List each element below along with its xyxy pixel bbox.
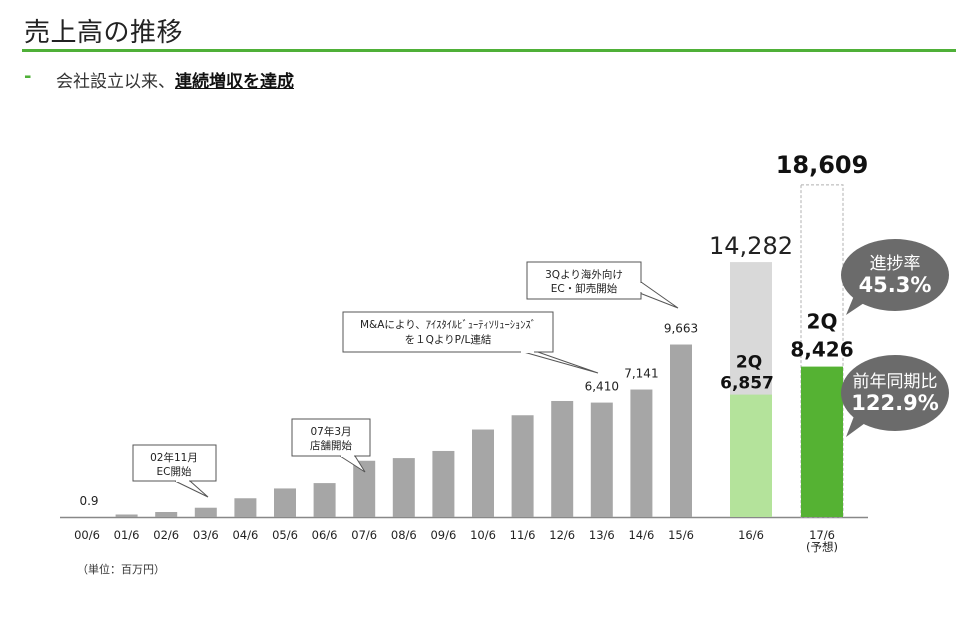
callout-ma-pointer — [519, 350, 599, 374]
callout-ma-seam — [521, 350, 534, 353]
subtitle: 会社設立以来、連続増収を達成 — [56, 67, 294, 92]
tick-label-06-6: 06/6 — [312, 528, 338, 542]
data-label-16-6: 14,282 — [709, 232, 793, 260]
tick-label-16-6: 16/6 — [738, 528, 764, 542]
bar-10-6 — [472, 429, 494, 517]
tick-label-15-6: 15/6 — [668, 528, 694, 542]
bar-15-6 — [670, 344, 692, 517]
callout-overseas-seam — [639, 283, 642, 292]
tick-label-12-6: 12/6 — [549, 528, 575, 542]
subtitle-prefix: 会社設立以来、 — [56, 72, 175, 92]
tick-label-03-6: 03/6 — [193, 528, 219, 542]
bubble-progress-shape — [841, 239, 949, 311]
callout-ec-start-line-1: 02年11月 — [150, 451, 198, 464]
bar-02-6 — [155, 512, 178, 517]
callout-ec-start-line-2: EC開始 — [157, 465, 192, 478]
callout-overseas-box — [526, 261, 642, 300]
tick-label-08-6: 08/6 — [391, 528, 417, 542]
segment-label-16-6: 2Q — [736, 353, 762, 373]
bar-01-6 — [115, 514, 138, 517]
tick-label-17-6: 17/6 — [809, 528, 835, 542]
tick-label-10-6: 10/6 — [470, 528, 496, 542]
segment-label-17-6: 2Q — [807, 310, 838, 334]
data-label-13-6: 6,410 — [585, 380, 619, 394]
callout-overseas-line-2: EC・卸売開始 — [551, 282, 618, 295]
unit-note: （単位：百万円） — [77, 563, 165, 576]
callout-store-start-line-2: 店舗開始 — [310, 439, 352, 452]
tick-label-00-6: 00/6 — [74, 528, 100, 542]
callout-store-start-seam — [341, 454, 354, 457]
tick-label-11-6: 11/6 — [510, 528, 536, 542]
callout-ec-start-pointer — [174, 480, 209, 498]
subtitle-bullet-dash: - — [24, 66, 32, 87]
bar-03-6 — [194, 507, 217, 517]
bubble-yoy-shape — [841, 355, 949, 431]
data-label-14-6: 7,141 — [624, 367, 658, 381]
segment-value-17-6: 8,426 — [790, 338, 853, 362]
bubble-progress-label: 進捗率 — [870, 254, 921, 274]
bar-13-6 — [590, 402, 613, 517]
bar-16-6-2q — [730, 394, 772, 517]
tick-label-05-6: 05/6 — [272, 528, 298, 542]
bubble-progress-value: 45.3% — [859, 273, 932, 297]
bar-04-6 — [234, 498, 257, 517]
data-label-00-6: 0.9 — [79, 494, 98, 508]
callout-ec-start-seam — [176, 479, 189, 482]
tick-label-09-6: 09/6 — [430, 528, 456, 542]
bubble-yoy-label: 前年同期比 — [853, 372, 938, 392]
bar-14-6 — [630, 389, 653, 517]
bar-05-6 — [274, 488, 296, 517]
tick-label-04-6: 04/6 — [232, 528, 258, 542]
data-label-17-6: 18,609 — [776, 151, 869, 179]
callout-store-start-line-1: 07年3月 — [310, 425, 351, 438]
bar-06-6 — [313, 483, 336, 517]
callout-ma-line-2: を１QよりP/L連結 — [405, 333, 492, 346]
callout-ma-box — [342, 311, 554, 353]
bar-11-6 — [511, 415, 534, 517]
tick-note-17-6: (予想) — [806, 540, 838, 554]
bar-17-6-2q — [801, 366, 843, 517]
callout-overseas-line-1: 3Qより海外向け — [545, 268, 623, 281]
callout-store-start-box — [291, 418, 371, 457]
bubble-yoy-value: 122.9% — [851, 391, 938, 415]
bar-08-6 — [392, 458, 415, 517]
callout-ec-start-box — [132, 444, 217, 482]
segment-value-16-6: 6,857 — [720, 374, 774, 394]
tick-label-14-6: 14/6 — [628, 528, 654, 542]
bar-07-6 — [353, 460, 376, 517]
callout-ma-line-1: M&Aにより、ｱｲｽﾀｲﾙﾋﾞｭｰﾃｨｿﾘｭｰｼｮﾝｽﾞ — [360, 319, 536, 331]
tick-label-02-6: 02/6 — [153, 528, 179, 542]
page-title: 売上高の推移 — [24, 18, 184, 48]
bar-09-6 — [432, 450, 455, 517]
tick-label-01-6: 01/6 — [114, 528, 140, 542]
title-underline — [22, 49, 956, 52]
tick-label-07-6: 07/6 — [351, 528, 377, 542]
tick-label-13-6: 13/6 — [589, 528, 615, 542]
subtitle-emphasis: 連続増収を達成 — [175, 72, 294, 92]
bar-12-6 — [551, 400, 574, 517]
data-label-15-6: 9,663 — [664, 322, 698, 336]
